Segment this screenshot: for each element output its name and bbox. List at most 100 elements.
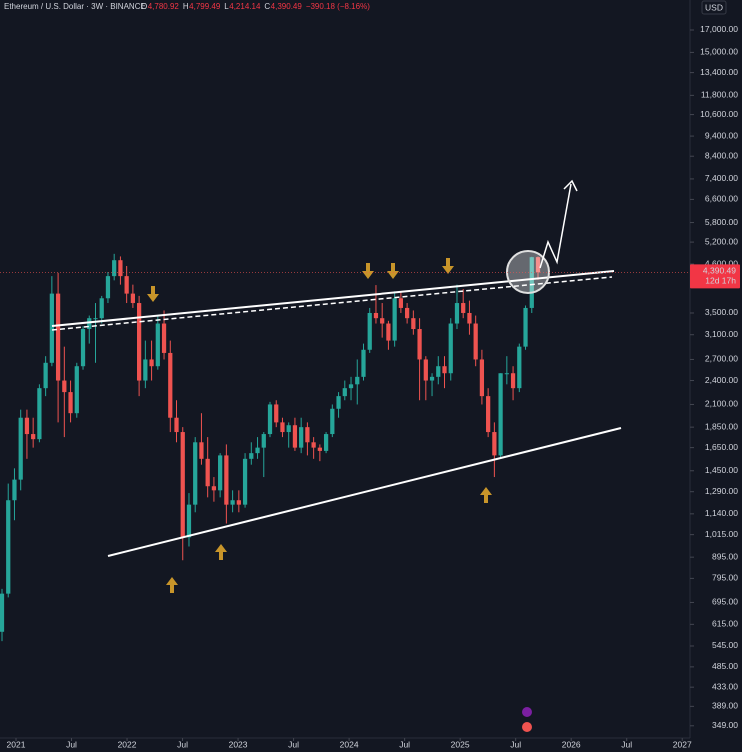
candle-body xyxy=(367,312,372,350)
event-icon xyxy=(522,707,532,717)
x-tick-label: 2023 xyxy=(229,739,248,749)
ohlc-key: L xyxy=(224,2,229,11)
y-tick-label: 615.00 xyxy=(712,619,738,629)
candle-body xyxy=(454,303,460,324)
countdown: 12d 17h xyxy=(705,276,736,286)
y-tick-label: 1,450.00 xyxy=(705,465,738,475)
candle-body xyxy=(510,373,516,389)
candle-body xyxy=(124,276,129,294)
candle-body xyxy=(199,442,204,459)
candle-body xyxy=(255,447,260,454)
y-tick-label: 6,600.00 xyxy=(705,194,738,204)
y-tick-label: 349.00 xyxy=(712,720,738,730)
down-arrow xyxy=(442,258,454,274)
y-tick-label: 11,800.00 xyxy=(701,90,738,100)
candle-body xyxy=(386,323,391,341)
candle-body xyxy=(467,312,472,324)
up-arrow xyxy=(215,544,227,560)
ohlc-value: 4,780.92 xyxy=(148,2,180,11)
candle-body xyxy=(80,329,86,367)
candle-body xyxy=(417,329,422,360)
candle-body xyxy=(93,318,98,320)
symbol: Ethereum / U.S. Dollar · 3W · BINANCE xyxy=(4,2,146,11)
down-arrow xyxy=(147,286,159,302)
candle-body xyxy=(149,359,154,367)
candle-body xyxy=(18,417,23,480)
currency: USD xyxy=(705,2,723,12)
candle-body xyxy=(180,432,185,538)
candle-body xyxy=(380,318,385,324)
candle-body xyxy=(6,500,11,594)
y-tick-label: 3,100.00 xyxy=(705,329,738,339)
x-tick-label: Jul xyxy=(399,739,410,749)
y-tick-label: 5,200.00 xyxy=(705,236,738,246)
highlight-circle xyxy=(506,250,550,294)
projection-path xyxy=(539,183,572,269)
candle-body xyxy=(535,257,541,273)
y-tick-label: 1,015.00 xyxy=(705,529,738,539)
bottom-icons xyxy=(522,707,532,732)
x-tick-label: 2022 xyxy=(118,739,137,749)
up-arrow xyxy=(166,577,178,593)
candle-body xyxy=(68,392,73,414)
candle-body xyxy=(130,293,136,304)
candle-body xyxy=(529,257,534,308)
candle-body xyxy=(411,318,416,330)
candle-body xyxy=(292,425,298,448)
candle-body xyxy=(236,500,241,505)
y-tick-label: 895.00 xyxy=(712,551,738,561)
x-tick-label: 2024 xyxy=(340,739,359,749)
candle-body xyxy=(87,318,92,330)
candle-body xyxy=(342,388,347,397)
candle-body xyxy=(404,307,410,319)
y-tick-label: 545.00 xyxy=(712,640,738,650)
candle-body xyxy=(155,323,160,367)
candle-body xyxy=(112,260,117,277)
candle-body xyxy=(361,349,366,377)
last-price-box xyxy=(690,264,740,289)
candle-body xyxy=(336,396,341,409)
candle-body xyxy=(43,362,48,389)
candle-body xyxy=(31,434,36,440)
candle-body xyxy=(186,504,192,538)
candle-body xyxy=(242,458,248,505)
candle-body xyxy=(486,396,491,433)
y-tick-label: 485.00 xyxy=(712,661,738,671)
ohlc-value: 4,390.49 xyxy=(271,2,303,11)
candle-body xyxy=(136,303,142,381)
plot-area xyxy=(0,253,541,642)
y-tick-label: 795.00 xyxy=(712,573,738,583)
candle-body xyxy=(274,404,279,423)
down-arrow xyxy=(387,263,399,279)
x-tick-label: 2027 xyxy=(673,739,692,749)
candle-body xyxy=(230,500,235,505)
candle-body xyxy=(205,458,210,487)
y-tick-label: 8,400.00 xyxy=(705,150,738,160)
candle-body xyxy=(105,276,111,299)
y-tick-label: 15,000.00 xyxy=(700,47,738,57)
event-icon xyxy=(522,722,532,732)
candle-body xyxy=(174,417,179,433)
y-tick-label: 1,290.00 xyxy=(705,486,738,496)
candle-body xyxy=(55,293,61,381)
candle-body xyxy=(280,422,285,433)
candle-body xyxy=(224,455,229,505)
candle-body xyxy=(317,447,322,451)
drawings xyxy=(51,179,622,557)
candle-body xyxy=(161,323,167,353)
candle-body xyxy=(49,293,54,363)
candle-body xyxy=(498,373,503,456)
y-tick-label: 389.00 xyxy=(712,701,738,711)
y-tick-label: 10,600.00 xyxy=(700,109,738,119)
candle-body xyxy=(442,366,447,374)
candle-body xyxy=(305,427,310,443)
y-tick-label: 2,700.00 xyxy=(705,354,738,364)
candle-body xyxy=(373,312,379,319)
ohlc-key: O xyxy=(141,2,147,11)
candle-body xyxy=(323,434,329,451)
down-arrow xyxy=(362,263,374,279)
candle-body xyxy=(12,479,17,501)
candle-body xyxy=(436,366,441,377)
